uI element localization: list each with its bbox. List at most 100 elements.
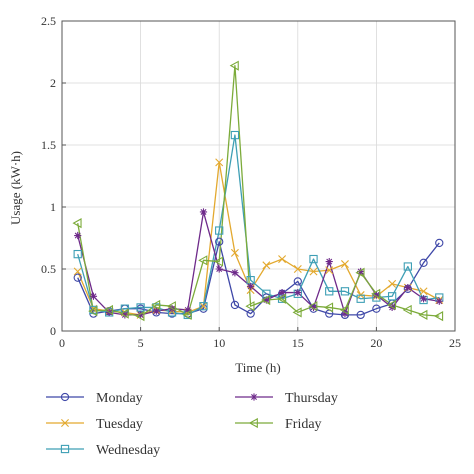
tuesday-data-point	[215, 158, 224, 167]
monday-data-point	[230, 300, 240, 310]
monday-data-point	[293, 277, 302, 286]
thursday-data-point	[247, 282, 255, 290]
thursday-data-point	[89, 292, 98, 300]
y-tick-label: 2.5	[41, 14, 56, 28]
thursday-data-point	[231, 269, 239, 277]
friday-data-point	[386, 299, 396, 311]
legend-tuesday-marker	[61, 419, 69, 427]
wednesday-data-point	[230, 130, 240, 140]
friday-data-point	[198, 255, 208, 266]
friday-data-point	[135, 311, 145, 322]
legend: Monday Tuesday Wednesday Thursday Friday	[46, 391, 338, 458]
plot-frame	[61, 20, 456, 332]
legend-wednesday-marker	[60, 444, 70, 454]
thursday-data-point	[404, 284, 412, 292]
tuesday-data-point	[293, 265, 302, 273]
tuesday-data-point	[278, 255, 287, 264]
friday-data-point	[119, 308, 129, 319]
friday-data-point	[72, 218, 82, 229]
thursday-data-point	[325, 257, 333, 266]
legend-friday-label: Friday	[285, 417, 322, 432]
wednesday-data-point	[73, 249, 82, 259]
thursday-data-point	[184, 306, 192, 314]
legend-friday-marker	[248, 417, 258, 429]
tuesday-data-point	[230, 248, 239, 257]
friday-data-point	[276, 293, 286, 304]
friday-data-point	[151, 299, 161, 311]
friday-data-point	[339, 304, 349, 315]
thursday-data-point	[435, 297, 443, 305]
wednesday-data-point	[199, 302, 208, 311]
thursday-data-point	[137, 311, 145, 319]
thursday-data-point	[372, 291, 380, 299]
friday-data-point	[229, 60, 239, 71]
grid-lines	[62, 21, 455, 331]
y-axis-label: Usage (kW·h)	[8, 151, 23, 225]
thursday-data-point	[152, 307, 160, 315]
wednesday-data-point	[356, 294, 365, 303]
tuesday-data-point	[73, 267, 82, 276]
wednesday-data-point	[340, 287, 350, 296]
tuesday-data-point	[309, 267, 318, 276]
monday-data-point	[73, 273, 82, 282]
tuesday-data-point	[262, 261, 271, 270]
friday-data-point	[103, 304, 114, 315]
monday-data-point	[356, 310, 365, 320]
tuesday-data-point	[388, 279, 397, 288]
y-tick-label: 0.5	[41, 262, 56, 276]
friday-data-point	[261, 294, 271, 306]
monday-data-point	[246, 309, 255, 318]
legend-monday-marker	[60, 392, 70, 402]
legend-wednesday-label: Wednesday	[96, 443, 160, 458]
friday-data-point	[371, 288, 381, 299]
thursday-data-point	[294, 288, 302, 297]
friday-data-point	[245, 301, 255, 312]
x-tick-label: 20	[370, 336, 382, 350]
tuesday-data-point	[419, 287, 428, 296]
legend-thursday-label: Thursday	[285, 391, 338, 406]
x-tick-label: 15	[292, 336, 304, 350]
thursday-data-point	[341, 310, 349, 318]
thursday-data-point	[121, 311, 129, 319]
x-tick-label: 10	[213, 336, 225, 350]
thursday-data-point	[419, 295, 428, 303]
thursday-data-point	[262, 296, 270, 304]
friday-data-point	[166, 301, 176, 312]
friday-data-point	[308, 301, 318, 312]
wednesday-data-point	[136, 303, 145, 312]
wednesday-data-point	[325, 287, 334, 296]
y-tick-label: 2	[50, 76, 56, 90]
monday-series-line	[77, 241, 440, 316]
friday-data-point	[355, 267, 365, 278]
friday-data-point	[418, 309, 428, 320]
thursday-data-point	[215, 265, 223, 273]
y-tick-label: 1.5	[41, 138, 56, 152]
tuesday-data-point	[340, 260, 349, 269]
x-tick-label: 5	[138, 336, 144, 350]
tuesday-data-point	[199, 302, 208, 311]
wednesday-data-point	[403, 262, 412, 271]
legend-tuesday-label: Tuesday	[96, 417, 143, 432]
thursday-data-point	[309, 303, 318, 312]
x-tick-label: 0	[59, 336, 65, 350]
y-tick-label: 1	[50, 200, 56, 214]
monday-data-point	[435, 238, 444, 248]
x-axis-label: Time (h)	[235, 360, 280, 375]
friday-data-point	[292, 307, 302, 318]
wednesday-data-point	[215, 226, 224, 235]
friday-data-point	[88, 306, 98, 317]
friday-data-point	[402, 304, 412, 315]
friday-data-point	[182, 309, 192, 320]
y-tick-label: 0	[50, 324, 56, 338]
friday-data-point	[213, 256, 224, 267]
thursday-data-point	[74, 231, 82, 240]
tuesday-data-point	[246, 286, 255, 295]
tuesday-data-point	[325, 266, 334, 275]
legend-monday-label: Monday	[96, 391, 143, 406]
wednesday-data-point	[387, 292, 397, 301]
friday-data-point	[434, 311, 444, 322]
x-tick-label: 25	[449, 336, 461, 350]
series-markers	[72, 60, 444, 322]
axes: 0 5 10 15 20 25 0 0.5 1 1.5 2 2.5	[41, 14, 461, 350]
